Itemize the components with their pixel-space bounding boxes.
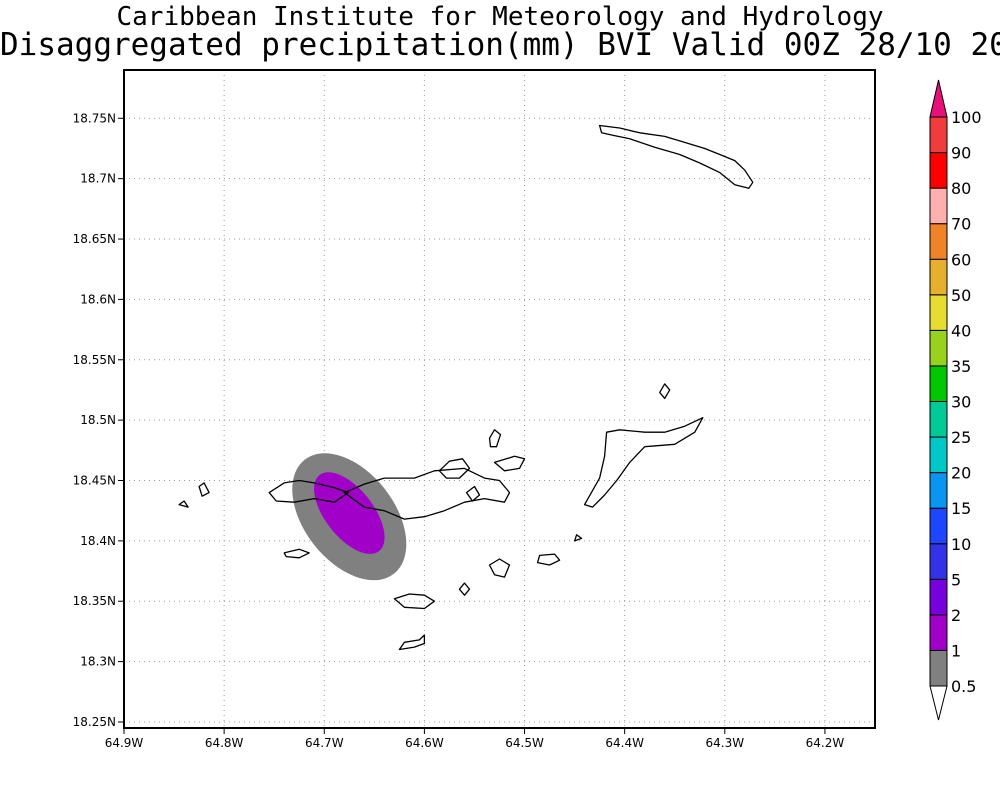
lat-tick-label: 18.6N <box>80 292 116 306</box>
colorbar-label: 100 <box>951 108 982 127</box>
island-outline <box>268 479 349 503</box>
lon-tick-label: 64.5W <box>505 736 544 750</box>
colorbar-bottom-arrow <box>929 685 948 721</box>
colorbar-swatch <box>929 152 948 189</box>
lat-tick-label: 18.5N <box>80 413 116 427</box>
lat-tick-label: 18.75N <box>73 111 116 125</box>
island-outline <box>536 553 561 566</box>
colorbar-swatch <box>929 365 948 402</box>
island-outline <box>573 534 583 542</box>
island-outlines <box>178 124 754 651</box>
colorbar-swatch <box>929 472 948 509</box>
colorbar-swatch <box>929 543 948 580</box>
colorbar-label: 10 <box>951 535 971 554</box>
colorbar-swatch <box>929 223 948 260</box>
colorbar-label: 0.5 <box>951 677 976 696</box>
colorbar-swatch <box>929 614 948 651</box>
lon-tick-label: 64.4W <box>605 736 644 750</box>
colorbar-label: 20 <box>951 464 971 483</box>
colorbar-swatch <box>929 294 948 331</box>
colorbar-label: 5 <box>951 570 961 589</box>
lat-tick-label: 18.7N <box>80 172 116 186</box>
lat-tick-label: 18.65N <box>73 232 116 246</box>
grid-lines <box>123 70 875 728</box>
colorbar-swatch <box>929 401 948 438</box>
island-outline <box>488 429 502 448</box>
colorbar-label: 25 <box>951 428 971 447</box>
island-outline <box>198 482 210 497</box>
island-outline <box>659 383 671 400</box>
colorbar-swatch <box>929 436 948 474</box>
colorbar-top-arrow <box>929 79 948 118</box>
axis-ticks: 64.9W 64.8W 64.7W 64.6W 64.5W 64.4W 64.3W 64.2W… <box>73 111 845 750</box>
lon-tick-label: 64.2W <box>806 736 845 750</box>
island-outline <box>283 548 310 559</box>
island-outline <box>438 458 471 479</box>
island-outline <box>393 593 436 610</box>
island-outline <box>178 500 189 508</box>
colorbar-swatch <box>929 187 948 225</box>
colorbar-swatch <box>929 507 948 545</box>
colorbar-swatch <box>929 116 948 154</box>
map-frame <box>123 69 876 729</box>
colorbar-swatch <box>929 258 948 296</box>
colorbar-label: 90 <box>951 144 971 163</box>
precipitation-areas <box>292 453 407 581</box>
colorbar-label: 50 <box>951 286 971 305</box>
chart-title-institute: Caribbean Institute for Meteorology and … <box>116 2 884 32</box>
colorbar-label: 40 <box>951 321 971 340</box>
precip-area <box>314 472 385 554</box>
colorbar-label: 60 <box>951 250 971 269</box>
island-outline <box>493 455 526 472</box>
island-outline <box>465 485 481 502</box>
island-outline <box>598 124 754 189</box>
colorbar-label: 1 <box>951 641 961 660</box>
island-outline <box>458 582 471 596</box>
lat-tick-label: 18.3N <box>80 655 116 669</box>
colorbar-swatch <box>929 329 948 367</box>
lat-tick-label: 18.4N <box>80 534 116 548</box>
chart-title-product: Disaggregated precipitation(mm) BVI Vali… <box>0 27 1000 63</box>
island-outline <box>488 558 511 578</box>
lon-tick-label: 64.3W <box>706 736 745 750</box>
island-outline <box>398 634 426 651</box>
lat-tick-label: 18.55N <box>73 353 116 367</box>
colorbar-swatch <box>929 649 948 687</box>
colorbar-swatch <box>929 578 948 616</box>
lon-tick-label: 64.8W <box>205 736 244 750</box>
colorbar-label: 30 <box>951 393 971 412</box>
lon-tick-label: 64.7W <box>305 736 344 750</box>
island-outline <box>343 467 511 520</box>
lat-tick-label: 18.25N <box>73 715 116 729</box>
lat-tick-label: 18.45N <box>73 473 116 487</box>
colorbar-label: 2 <box>951 606 961 625</box>
colorbar-label: 70 <box>951 215 971 234</box>
lon-tick-label: 64.9W <box>105 736 144 750</box>
colorbar-label: 80 <box>951 179 971 198</box>
colorbar-label: 35 <box>951 357 971 376</box>
lat-tick-label: 18.35N <box>73 594 116 608</box>
island-outline <box>583 417 704 508</box>
lon-tick-label: 64.6W <box>405 736 444 750</box>
colorbar-label: 15 <box>951 499 971 518</box>
